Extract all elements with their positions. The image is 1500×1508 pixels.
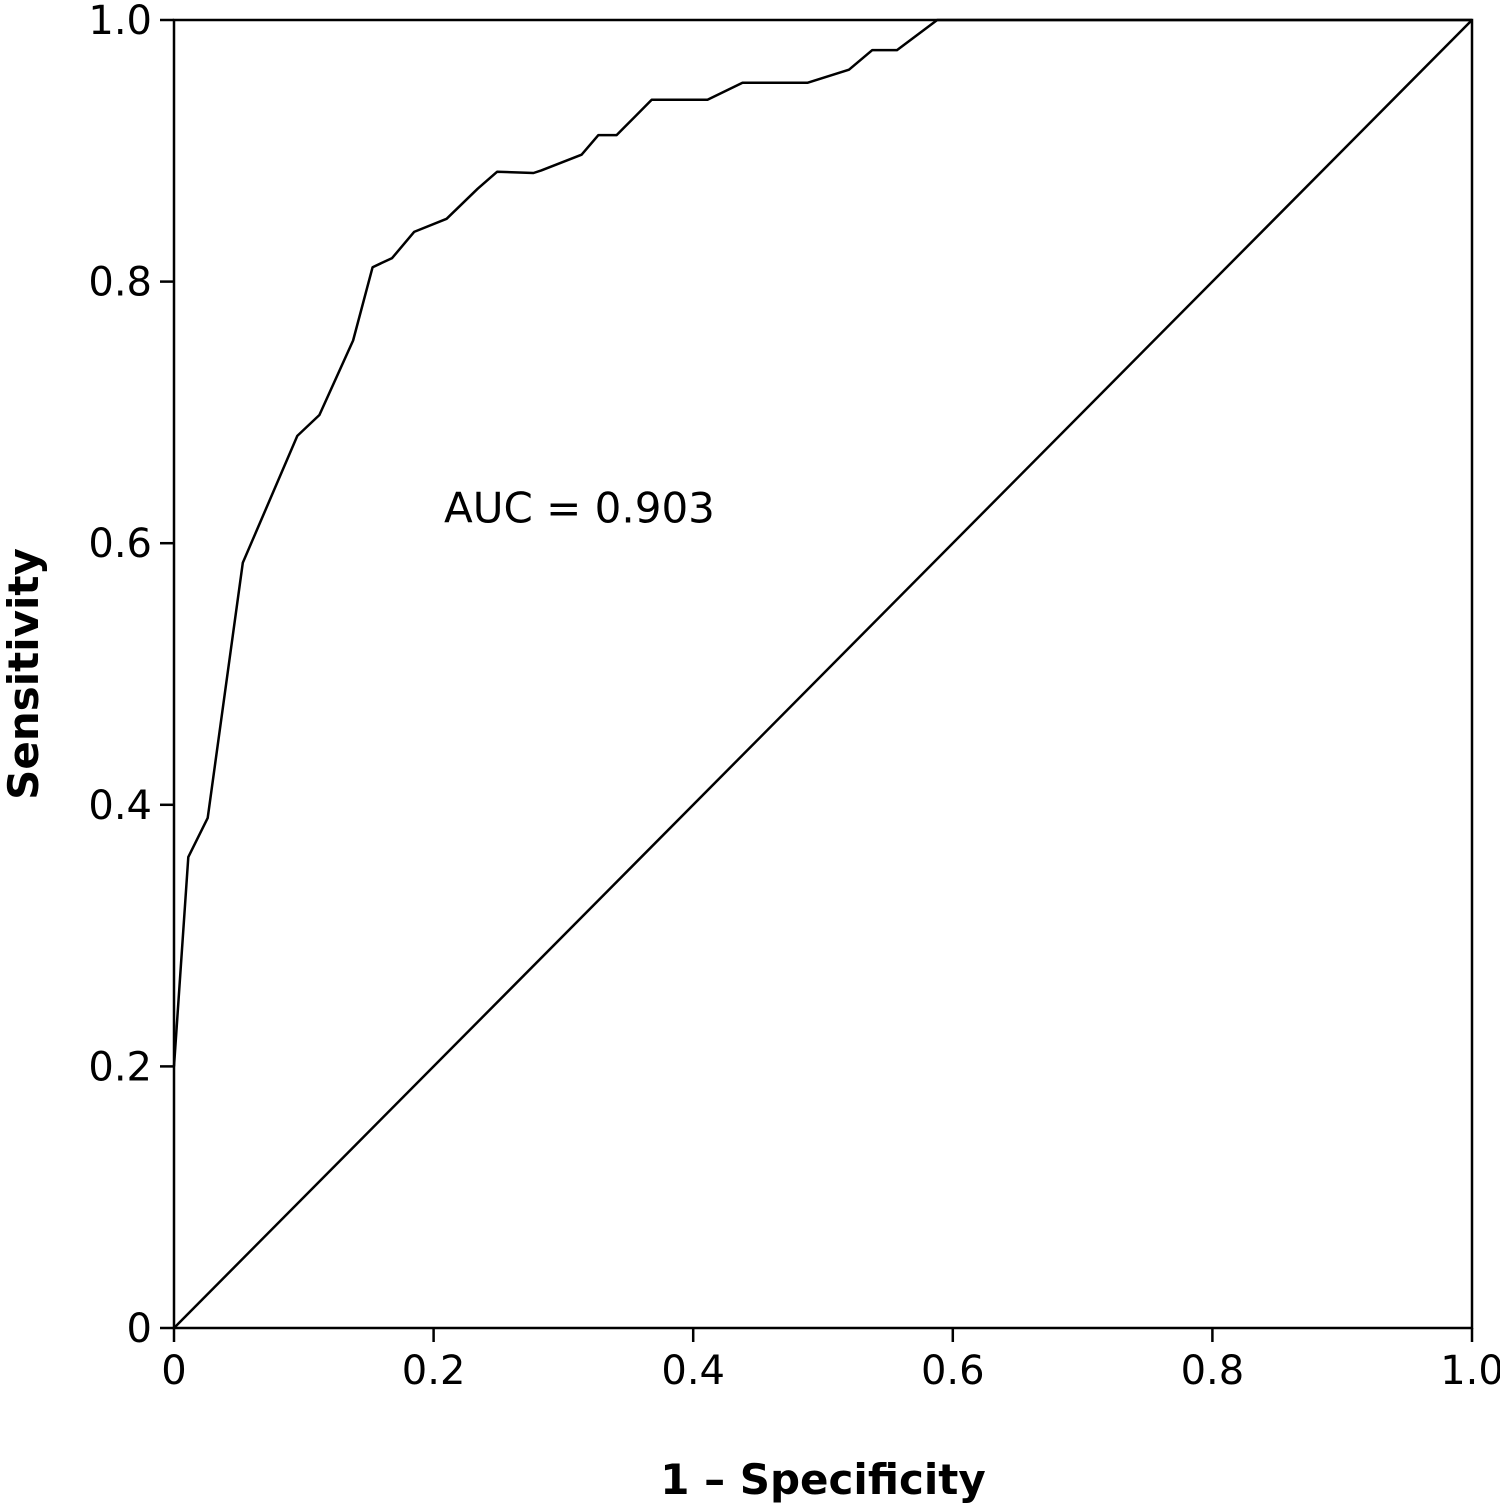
y-tick-label: 1.0 <box>88 0 152 44</box>
x-tick-label: 0.4 <box>661 1348 725 1394</box>
y-tick-label: 0 <box>127 1306 152 1352</box>
x-axis-title: 1 – Specificity <box>660 1455 985 1504</box>
x-tick-label: 0 <box>161 1348 186 1394</box>
y-tick-label: 0.6 <box>88 521 152 567</box>
y-tick-label: 0.2 <box>88 1044 152 1090</box>
x-tick-label: 0.8 <box>1181 1348 1245 1394</box>
x-tick-label: 0.6 <box>921 1348 985 1394</box>
y-tick-label: 0.8 <box>88 260 152 306</box>
plot-frame <box>172 18 1474 1330</box>
y-axis-title: Sensitivity <box>0 548 48 800</box>
roc-curve-line <box>172 18 1472 1067</box>
x-tick-label: 0.2 <box>402 1348 466 1394</box>
x-tick-label: 1.0 <box>1440 1348 1500 1394</box>
y-tick-label: 0.4 <box>88 783 152 829</box>
reference-diagonal-line <box>173 19 1473 1329</box>
auc-annotation: AUC = 0.903 <box>444 483 715 532</box>
